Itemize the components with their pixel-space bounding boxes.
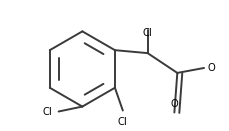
Text: Cl: Cl bbox=[142, 28, 152, 38]
Text: Cl: Cl bbox=[43, 107, 52, 116]
Text: O: O bbox=[206, 63, 214, 73]
Text: O: O bbox=[170, 99, 177, 109]
Text: Cl: Cl bbox=[117, 118, 127, 127]
